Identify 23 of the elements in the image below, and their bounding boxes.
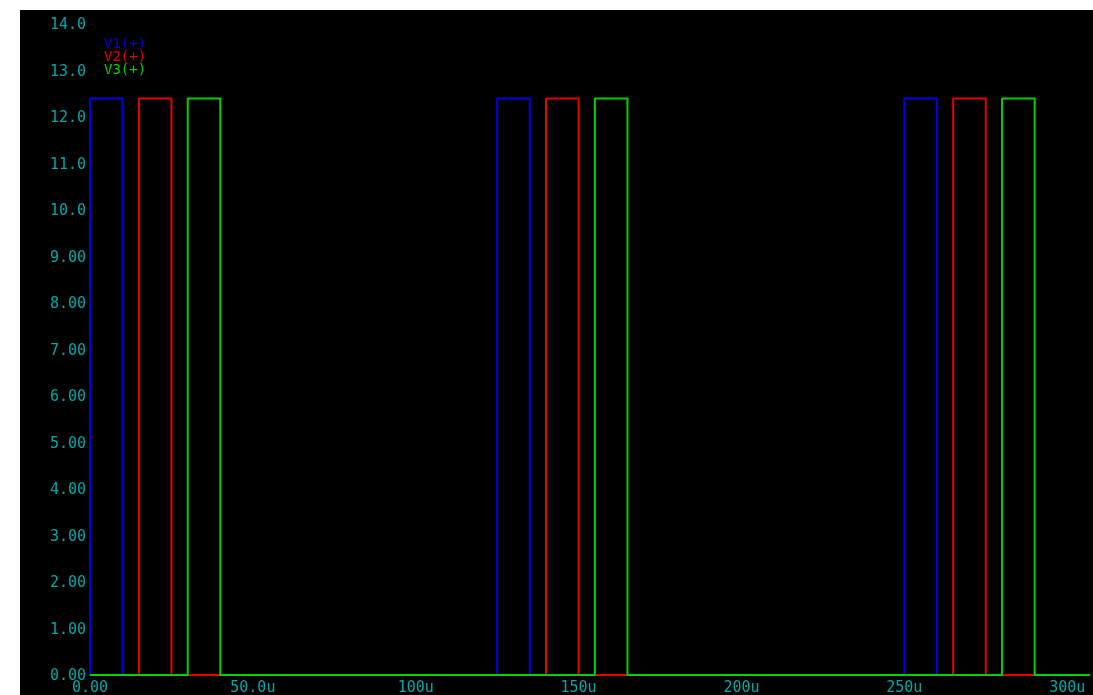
x-tick-label: 100u (397, 678, 434, 695)
y-tick-label: 8.00 (49, 294, 86, 313)
text: V1(+) (104, 35, 147, 51)
x-tick-label: 300u (1049, 678, 1086, 695)
y-tick-label: 10.0 (49, 201, 86, 220)
y-tick-label: 7.00 (49, 340, 86, 359)
y-tick-label: 14.0 (49, 15, 86, 34)
y-tick-label: 6.00 (49, 387, 86, 406)
x-tick-label: 150u (560, 678, 597, 695)
y-tick-label: 5.00 (49, 433, 86, 452)
y-tick-label: 13.0 (49, 61, 86, 80)
text: V3(+) (104, 61, 147, 77)
y-tick-label: 9.00 (49, 247, 86, 266)
x-tick-label: 50.0u (230, 678, 276, 695)
x-tick-label: 250u (886, 678, 923, 695)
y-tick-label: 4.00 (49, 480, 86, 499)
y-tick-label: 11.0 (49, 154, 86, 173)
x-tick-label: 200u (723, 678, 760, 695)
text: V2(+) (104, 48, 147, 64)
y-tick-label: 2.00 (49, 573, 86, 592)
y-tick-label: 1.00 (49, 619, 86, 638)
y-tick-label: 12.0 (49, 108, 86, 127)
y-tick-label: 3.00 (49, 526, 86, 545)
